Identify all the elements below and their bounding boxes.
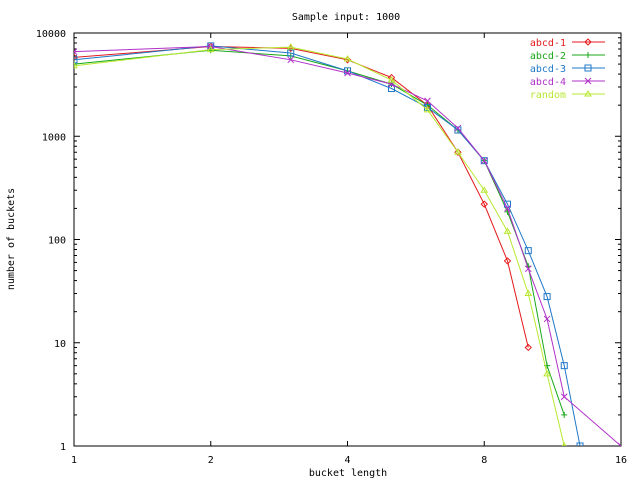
series-line (74, 45, 581, 446)
legend-label: abcd-4 (530, 77, 566, 88)
data-point (543, 293, 551, 301)
legend-marker (585, 52, 591, 58)
series-line (74, 46, 621, 446)
data-point (74, 61, 77, 68)
data-point (454, 124, 462, 132)
data-point (287, 49, 295, 57)
x-tick-label: 8 (481, 455, 487, 466)
series-abcd-2 (74, 47, 568, 418)
data-point (387, 76, 396, 83)
legend-label: random (530, 90, 566, 101)
x-tick-label: 1 (71, 455, 77, 466)
y-tick-label: 10000 (36, 29, 66, 40)
data-point (561, 411, 568, 418)
data-point (480, 157, 488, 165)
y-tick-label: 10 (54, 339, 66, 350)
legend-marker (584, 64, 592, 72)
x-tick-label: 4 (344, 455, 350, 466)
series-line (74, 46, 565, 446)
y-tick-label: 100 (48, 236, 66, 247)
data-point (524, 265, 532, 273)
data-point (576, 442, 584, 446)
data-point (74, 61, 78, 69)
data-point (74, 56, 78, 64)
legend-label: abcd-2 (530, 51, 566, 62)
data-point (286, 43, 295, 50)
data-point (524, 247, 532, 255)
data-point (454, 148, 462, 155)
series-abcd-1 (74, 42, 532, 352)
data-point (617, 442, 621, 446)
y-tick-label: 1 (60, 442, 66, 453)
legend-marker (584, 38, 592, 46)
chart-title: Sample input: 1000 (292, 12, 400, 23)
data-point (454, 126, 462, 134)
legend-label: abcd-1 (530, 38, 566, 49)
data-point (344, 69, 351, 77)
data-point (344, 67, 351, 75)
data-point (560, 362, 568, 370)
data-point (343, 55, 352, 62)
series-abcd-4 (74, 43, 621, 446)
data-point (480, 200, 488, 208)
x-tick-label: 2 (208, 455, 214, 466)
series-layer (74, 42, 621, 446)
data-point (543, 315, 551, 323)
data-point (388, 85, 396, 93)
series-abcd-3 (74, 42, 584, 446)
data-point (524, 289, 533, 296)
y-axis-label: number of buckets (6, 188, 17, 290)
data-point (206, 45, 215, 53)
data-point (503, 227, 512, 234)
data-point (543, 369, 551, 377)
series-line (74, 46, 529, 348)
series-line (74, 49, 565, 416)
x-axis-label: bucket length (309, 468, 387, 479)
legend-label: abcd-3 (530, 64, 566, 75)
data-point (561, 442, 567, 446)
data-point (480, 157, 488, 165)
data-point (560, 393, 568, 401)
data-point (424, 97, 431, 105)
legend: abcd-1 abcd-2 abcd-3 abcd-4 random (530, 38, 605, 101)
data-point (524, 343, 532, 352)
data-point (480, 186, 489, 193)
data-point (503, 200, 511, 208)
data-point (207, 42, 215, 50)
data-point (74, 48, 78, 55)
data-point (504, 205, 511, 212)
data-point (503, 257, 512, 265)
data-point (454, 148, 462, 156)
series-random (74, 43, 567, 446)
data-point (423, 105, 432, 113)
legend-marker (584, 77, 592, 85)
x-tick-label: 16 (615, 455, 627, 466)
y-tick-label: 1000 (42, 132, 66, 143)
legend-marker (584, 90, 592, 97)
data-point (287, 56, 295, 64)
axis-ticks: 1 2 4 8 16 1 10 100 1000 10000 (36, 29, 627, 466)
